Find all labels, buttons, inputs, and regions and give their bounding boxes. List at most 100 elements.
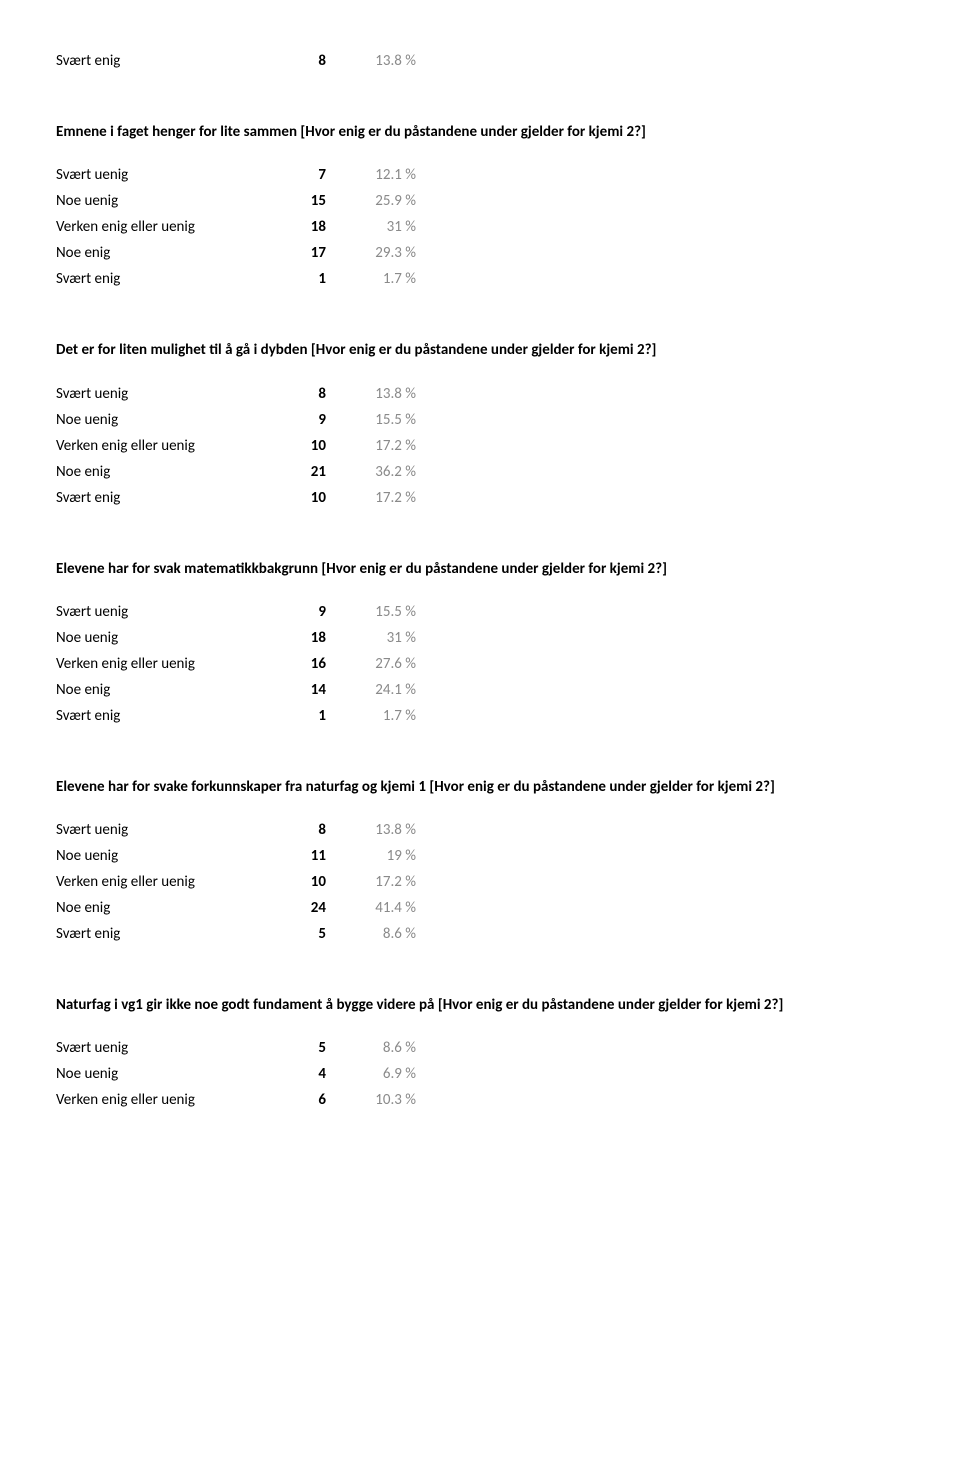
table-row: Noe uenig46.9 % [56,1061,416,1087]
table-row: Svært uenig813.8 % [56,817,416,843]
table-row: Verken enig eller uenig1017.2 % [56,869,416,895]
table-row: Noe uenig915.5 % [56,407,416,433]
table-row: Svært enig11.7 % [56,266,416,292]
row-percent: 17.2 % [344,433,416,459]
question-block: Elevene har for svak matematikkbakgrunn … [56,559,904,729]
question-block: Elevene har for svake forkunnskaper fra … [56,777,904,947]
row-label: Noe enig [56,240,274,266]
orphan-row-block: Svært enig 8 13.8 % [56,48,904,74]
response-table: Svært uenig915.5 %Noe uenig1831 %Verken … [56,599,416,729]
response-table: Svært uenig813.8 %Noe uenig915.5 %Verken… [56,381,416,511]
table-row: Svært uenig712.1 % [56,162,416,188]
row-count: 1 [274,266,344,292]
row-count: 8 [274,817,344,843]
row-count: 1 [274,703,344,729]
row-percent: 36.2 % [344,459,416,485]
row-label: Noe uenig [56,407,274,433]
row-count: 8 [274,48,344,74]
row-percent: 10.3 % [344,1087,416,1113]
response-table: Svært uenig58.6 %Noe uenig46.9 %Verken e… [56,1035,416,1113]
question-heading: Naturfag i vg1 gir ikke noe godt fundame… [56,995,904,1015]
row-label: Svært enig [56,703,274,729]
row-percent: 13.8 % [344,381,416,407]
row-label: Noe enig [56,677,274,703]
table-row: Verken enig eller uenig1831 % [56,214,416,240]
orphan-table: Svært enig 8 13.8 % [56,48,416,74]
table-row: Svært uenig813.8 % [56,381,416,407]
row-label: Verken enig eller uenig [56,651,274,677]
row-count: 16 [274,651,344,677]
table-row: Verken enig eller uenig610.3 % [56,1087,416,1113]
row-label: Svært enig [56,921,274,947]
question-heading: Elevene har for svake forkunnskaper fra … [56,777,904,797]
row-label: Noe uenig [56,843,274,869]
row-count: 6 [274,1087,344,1113]
row-label: Svært uenig [56,1035,274,1061]
row-count: 4 [274,1061,344,1087]
row-percent: 8.6 % [344,1035,416,1061]
response-table: Svært uenig813.8 %Noe uenig1119 %Verken … [56,817,416,947]
table-row: Noe enig2136.2 % [56,459,416,485]
response-table: Svært uenig712.1 %Noe uenig1525.9 %Verke… [56,162,416,292]
row-label: Noe enig [56,459,274,485]
row-percent: 1.7 % [344,266,416,292]
row-label: Svært uenig [56,381,274,407]
row-count: 10 [274,485,344,511]
table-row: Noe enig1424.1 % [56,677,416,703]
question-block: Naturfag i vg1 gir ikke noe godt fundame… [56,995,904,1113]
row-percent: 1.7 % [344,703,416,729]
row-percent: 13.8 % [344,48,416,74]
row-label: Verken enig eller uenig [56,214,274,240]
table-row: Noe uenig1831 % [56,625,416,651]
row-count: 18 [274,625,344,651]
table-row: Noe enig2441.4 % [56,895,416,921]
table-row: Svært uenig915.5 % [56,599,416,625]
row-percent: 8.6 % [344,921,416,947]
row-percent: 29.3 % [344,240,416,266]
row-percent: 17.2 % [344,869,416,895]
table-row: Svært enig58.6 % [56,921,416,947]
row-percent: 17.2 % [344,485,416,511]
row-count: 21 [274,459,344,485]
row-percent: 12.1 % [344,162,416,188]
row-label: Verken enig eller uenig [56,433,274,459]
row-label: Noe enig [56,895,274,921]
row-label: Noe uenig [56,188,274,214]
row-percent: 19 % [344,843,416,869]
row-count: 15 [274,188,344,214]
table-row: Noe enig1729.3 % [56,240,416,266]
row-count: 8 [274,381,344,407]
row-count: 9 [274,407,344,433]
table-row: Svært enig11.7 % [56,703,416,729]
table-row: Noe uenig1525.9 % [56,188,416,214]
table-row: Verken enig eller uenig1627.6 % [56,651,416,677]
row-count: 10 [274,433,344,459]
row-percent: 15.5 % [344,407,416,433]
row-count: 24 [274,895,344,921]
question-heading: Det er for liten mulighet til å gå i dyb… [56,340,904,360]
row-label: Noe uenig [56,1061,274,1087]
row-label: Svært enig [56,48,274,74]
table-row: Svært enig1017.2 % [56,485,416,511]
table-row: Svært enig 8 13.8 % [56,48,416,74]
row-percent: 25.9 % [344,188,416,214]
row-count: 7 [274,162,344,188]
row-count: 17 [274,240,344,266]
question-heading: Emnene i faget henger for lite sammen [H… [56,122,904,142]
row-count: 18 [274,214,344,240]
row-label: Svært uenig [56,162,274,188]
row-label: Svært enig [56,266,274,292]
row-count: 9 [274,599,344,625]
row-percent: 27.6 % [344,651,416,677]
question-heading: Elevene har for svak matematikkbakgrunn … [56,559,904,579]
table-row: Noe uenig1119 % [56,843,416,869]
row-label: Svært enig [56,485,274,511]
row-label: Noe uenig [56,625,274,651]
row-percent: 13.8 % [344,817,416,843]
row-percent: 15.5 % [344,599,416,625]
row-percent: 6.9 % [344,1061,416,1087]
question-block: Emnene i faget henger for lite sammen [H… [56,122,904,292]
row-percent: 24.1 % [344,677,416,703]
row-count: 11 [274,843,344,869]
question-block: Det er for liten mulighet til å gå i dyb… [56,340,904,510]
